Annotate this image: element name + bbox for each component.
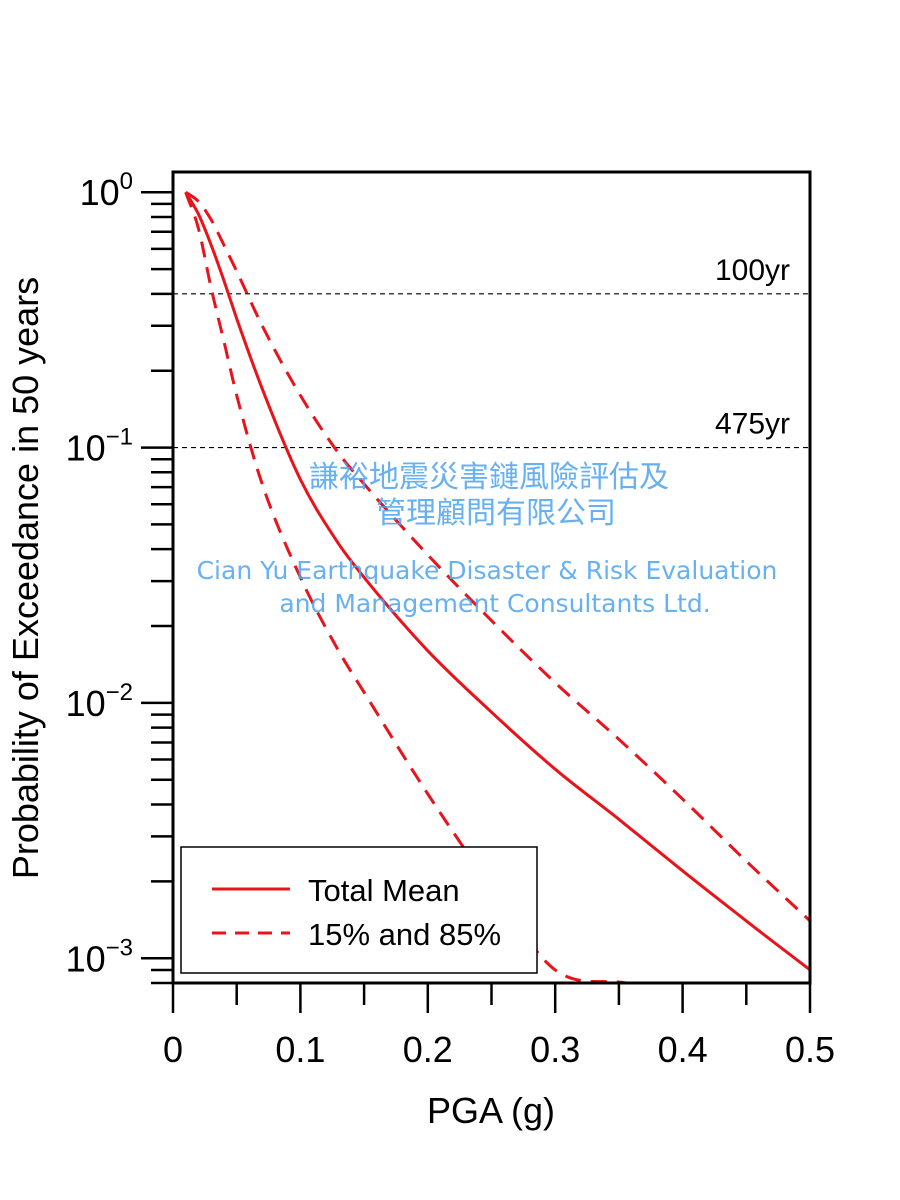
- plot-frame: [171, 170, 812, 985]
- legend-box: [180, 846, 538, 974]
- reference-label-100yr: 100yr: [715, 254, 790, 287]
- x-tick-label: 0.3: [530, 1029, 580, 1070]
- y-tick-label: 100: [80, 168, 133, 213]
- series-total-mean: [184, 191, 811, 972]
- x-tick-label: 0.1: [275, 1029, 325, 1070]
- legend-label-total-mean: Total Mean: [308, 873, 460, 908]
- watermark-chinese-line-1: 謙裕地震災害鏈風險評估及: [309, 460, 669, 495]
- y-tick-label: 10−1: [66, 424, 133, 469]
- series-85-percentile: [184, 190, 812, 922]
- reference-label-475yr: 475yr: [715, 408, 790, 441]
- x-tick-label: 0.5: [785, 1029, 835, 1070]
- legend-label-percentiles: 15% and 85%: [308, 917, 501, 952]
- x-tick-label: 0.4: [658, 1029, 708, 1070]
- x-tick-label: 0.2: [403, 1029, 453, 1070]
- watermark-english-line-1: Cian Yu Earthquake Disaster & Risk Evalu…: [197, 556, 778, 585]
- legend: Total Mean 15% and 85%: [180, 846, 538, 974]
- watermark-english-line-2: and Management Consultants Ltd.: [279, 589, 710, 618]
- x-tick-label: 0: [163, 1029, 183, 1070]
- watermark-chinese-line-2: 管理顧問有限公司: [376, 496, 616, 531]
- y-tick-label: 10−3: [66, 934, 133, 979]
- x-axis-title: PGA (g): [427, 1090, 555, 1131]
- y-tick-label: 10−2: [66, 679, 133, 724]
- y-axis-title: Probability of Exceedance in 50 years: [5, 277, 46, 879]
